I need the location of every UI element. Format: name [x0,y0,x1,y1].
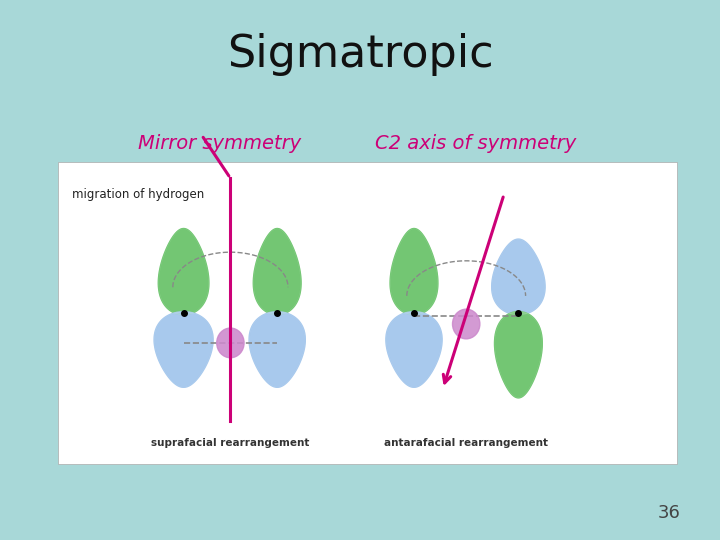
Ellipse shape [452,309,480,339]
Polygon shape [495,312,542,398]
Text: Sigmatropic: Sigmatropic [227,32,493,76]
Text: migration of hydrogen: migration of hydrogen [72,188,204,201]
Ellipse shape [217,328,244,357]
Polygon shape [495,312,542,398]
Polygon shape [386,312,442,387]
Polygon shape [386,312,442,387]
Polygon shape [492,239,545,315]
Polygon shape [158,228,209,315]
Bar [58,162,677,464]
Text: C2 axis of symmetry: C2 axis of symmetry [374,133,576,153]
Polygon shape [390,228,438,315]
Polygon shape [158,228,209,315]
Text: suprafacial rearrangement: suprafacial rearrangement [151,438,310,448]
Polygon shape [390,228,438,315]
Polygon shape [492,239,545,315]
Polygon shape [154,312,213,387]
Text: Mirror symmetry: Mirror symmetry [138,133,301,153]
Polygon shape [253,228,301,315]
Polygon shape [249,312,305,387]
Polygon shape [154,312,213,387]
Polygon shape [249,312,305,387]
Polygon shape [253,228,301,315]
Text: 36: 36 [658,504,681,522]
Text: antarafacial rearrangement: antarafacial rearrangement [384,438,548,448]
